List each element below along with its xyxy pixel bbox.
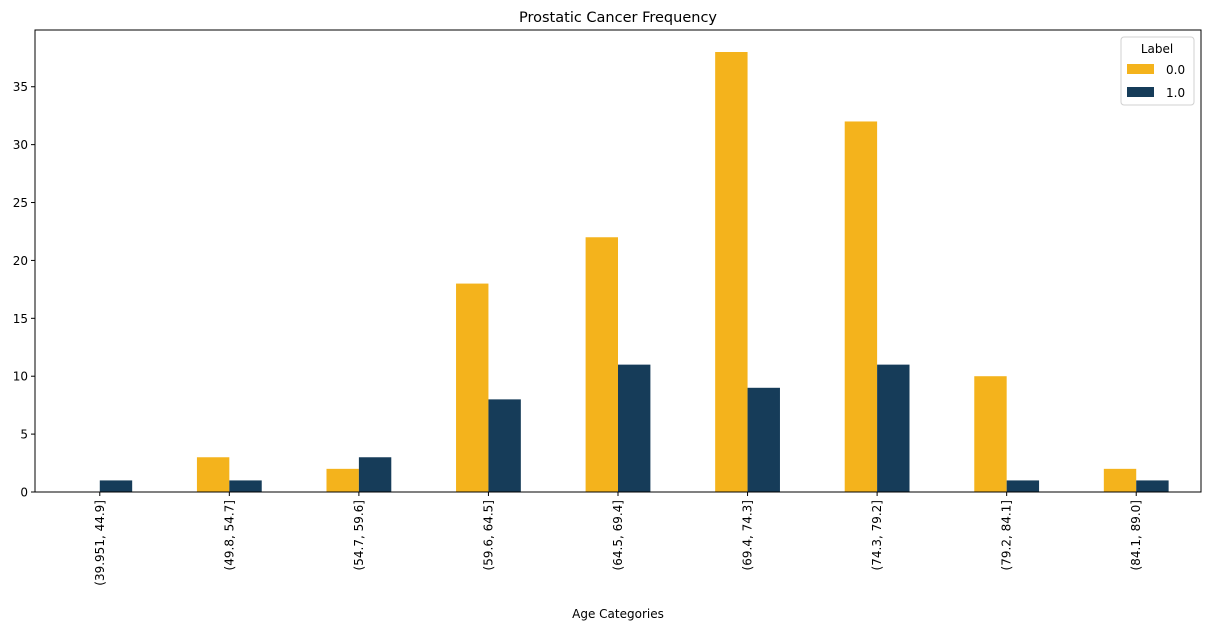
- x-tick-label: (64.5, 69.4]: [611, 500, 625, 570]
- bar-1-0-1: [229, 480, 262, 492]
- x-tick-label: (74.3, 79.2]: [870, 500, 884, 570]
- x-axis-label: Age Categories: [572, 607, 664, 621]
- x-tick-label: (69.4, 74.3]: [741, 500, 755, 570]
- bar-1-0-7: [1006, 480, 1040, 492]
- x-tick-label: (84.1, 89.0]: [1129, 500, 1143, 570]
- y-tick-label: 20: [13, 254, 28, 268]
- legend-swatch: [1127, 64, 1154, 74]
- y-tick-label: 5: [20, 428, 28, 442]
- y-tick-label: 0: [20, 486, 28, 500]
- legend-swatch: [1127, 87, 1154, 97]
- legend: Label 0.0 1.0: [1120, 36, 1195, 106]
- legend-items: 0.0 1.0: [1127, 63, 1185, 100]
- y-tick-label: 35: [13, 80, 28, 94]
- y-axis: 0 5 10 15 20 25 30 35: [13, 80, 35, 500]
- x-axis: (39.951, 44.9] (49.8, 54.7] (54.7, 59.6] (5…: [93, 492, 1143, 586]
- bar-1-0-4: [618, 364, 651, 492]
- y-tick-label: 15: [13, 312, 28, 326]
- bar-0-0-8: [1103, 468, 1137, 492]
- bar-0-0-3: [456, 283, 489, 492]
- bar-0-0-5: [715, 52, 748, 492]
- y-tick-label: 30: [13, 138, 28, 152]
- legend-title: Label: [1141, 42, 1173, 56]
- chart-title: Prostatic Cancer Frequency: [519, 10, 717, 26]
- bar-1-0-5: [747, 387, 780, 492]
- legend-label: 1.0: [1166, 86, 1185, 100]
- bar-1-0-8: [1136, 480, 1169, 492]
- bar-0-0-2: [326, 468, 359, 492]
- plot-frame: [34, 29, 1202, 493]
- bar-0-0-6: [844, 121, 878, 492]
- bar-0-0-7: [974, 376, 1007, 492]
- x-tick-label: (59.6, 64.5]: [481, 500, 495, 570]
- legend-label: 0.0: [1166, 63, 1185, 77]
- bars: [99, 52, 1169, 492]
- x-tick-label: (39.951, 44.9]: [93, 500, 107, 586]
- bar-0-0-4: [585, 237, 618, 492]
- x-tick-label: (49.8, 54.7]: [222, 500, 236, 570]
- bar-1-0-3: [488, 399, 521, 492]
- x-tick-label: (54.7, 59.6]: [352, 500, 366, 570]
- bar-0-0-1: [196, 457, 230, 492]
- y-tick-label: 25: [13, 196, 28, 210]
- bar-1-0-2: [358, 457, 392, 492]
- bar-1-0-6: [877, 364, 910, 492]
- bar-1-0-0: [99, 480, 133, 492]
- y-tick-label: 10: [13, 370, 28, 384]
- x-tick-label: (79.2, 84.1]: [1000, 500, 1014, 570]
